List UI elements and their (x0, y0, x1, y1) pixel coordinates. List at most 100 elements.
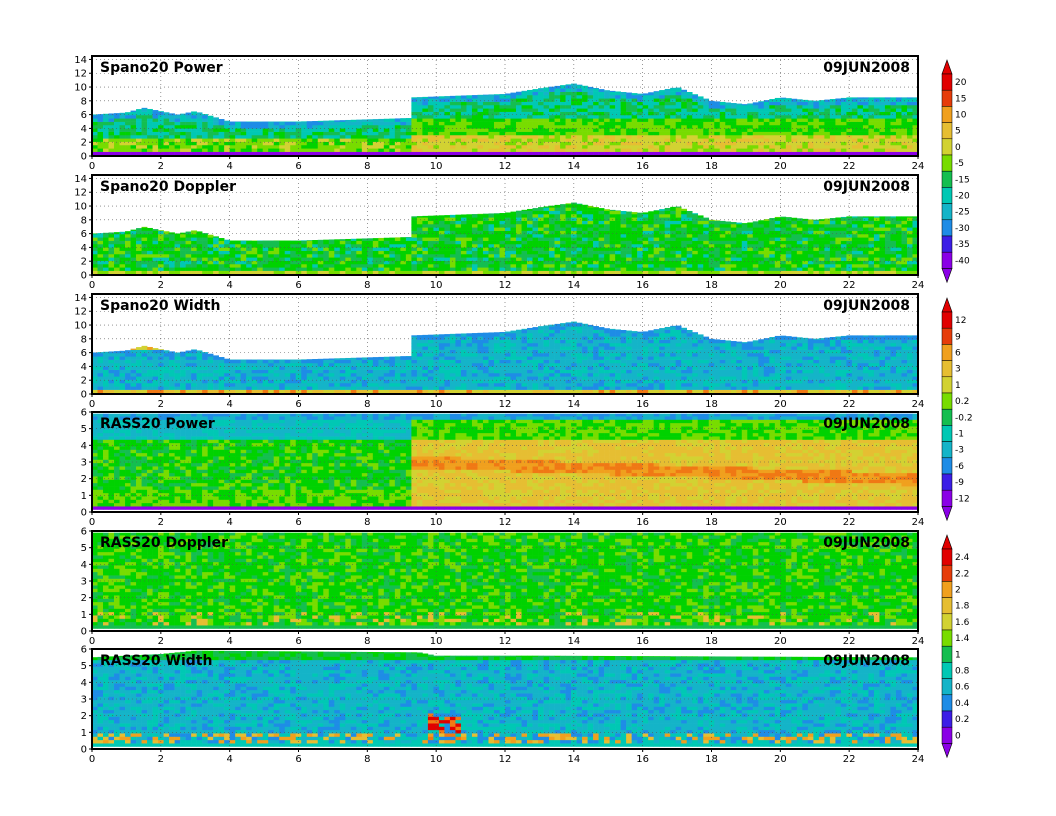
heatmap-cell (703, 148, 710, 152)
heatmap-cell (780, 257, 787, 261)
heatmap-cell (708, 104, 715, 109)
heatmap-cell (350, 270, 357, 275)
heatmap-cell (681, 217, 688, 221)
heatmap-cell (147, 237, 153, 241)
heatmap-cell (692, 141, 699, 146)
heatmap-cell (593, 88, 599, 92)
heatmap-cell (213, 134, 219, 139)
heatmap-cell (114, 144, 120, 149)
heatmap-cell (400, 144, 407, 149)
heatmap-cell (505, 121, 511, 126)
heatmap-cell (306, 141, 313, 146)
x-tick-label: 18 (705, 280, 718, 291)
heatmap-cell (521, 223, 528, 228)
heatmap-cell (659, 267, 665, 271)
heatmap-cell (576, 207, 583, 211)
heatmap-cell (268, 250, 275, 255)
heatmap-cell (549, 247, 555, 251)
heatmap-cell (191, 257, 197, 261)
heatmap-cell (174, 148, 181, 152)
heatmap-cell (686, 220, 693, 225)
heatmap-cell (549, 121, 555, 126)
heatmap-cell (791, 227, 798, 231)
heatmap-cell (818, 131, 825, 136)
heatmap-cell (295, 247, 302, 251)
heatmap-cell (576, 111, 583, 116)
heatmap-cell (692, 124, 699, 129)
heatmap-cell (593, 88, 599, 89)
heatmap-cell (686, 148, 693, 152)
heatmap-cell (218, 253, 225, 258)
heatmap-cell (851, 243, 858, 248)
heatmap-cell (438, 138, 445, 142)
heatmap-cell (714, 108, 721, 112)
heatmap-cell (312, 131, 319, 136)
heatmap-cell (692, 257, 699, 261)
heatmap-cell (807, 230, 814, 235)
heatmap-cell (829, 99, 836, 102)
heatmap-cell (659, 263, 665, 268)
heatmap-cell (378, 138, 385, 142)
heatmap-cell (543, 128, 550, 132)
heatmap-cell (824, 263, 831, 268)
heatmap-cell (846, 111, 853, 116)
heatmap-cell (169, 131, 175, 136)
heatmap-cell (488, 114, 495, 119)
heatmap-cell (785, 223, 792, 228)
heatmap-cell (615, 267, 621, 271)
heatmap-cell (664, 151, 671, 156)
heatmap-cell (108, 382, 115, 387)
heatmap-cell (730, 263, 737, 268)
heatmap-cell (785, 230, 792, 235)
heatmap-cell (383, 267, 390, 271)
heatmap-cell (741, 138, 748, 142)
heatmap-cell (791, 108, 798, 112)
heatmap-cell (235, 267, 241, 271)
heatmap-cell (780, 267, 787, 271)
heatmap-cell (708, 219, 715, 221)
heatmap-cell (758, 243, 765, 248)
heatmap-cell (372, 257, 379, 261)
heatmap-cell (422, 114, 429, 119)
heatmap-cell (571, 104, 577, 109)
heatmap-cell (301, 121, 308, 122)
heatmap-cell (516, 270, 522, 275)
heatmap-cell (312, 134, 319, 139)
heatmap-cell (103, 257, 109, 261)
heatmap-cell (493, 98, 500, 102)
heatmap-cell (499, 138, 506, 142)
heatmap-cell (631, 151, 638, 156)
heatmap-cell (433, 111, 440, 116)
heatmap-cell (114, 237, 120, 241)
heatmap-cell (835, 240, 842, 245)
heatmap-cell (791, 138, 798, 142)
heatmap-cell (868, 124, 875, 129)
heatmap-cell (868, 240, 875, 245)
heatmap-cell (174, 247, 181, 251)
heatmap-cell (609, 121, 616, 126)
heatmap-cell (763, 240, 770, 245)
heatmap-cell (868, 260, 875, 265)
heatmap-cell (466, 243, 473, 248)
heatmap-cell (675, 207, 682, 211)
heatmap-cell (681, 247, 688, 251)
heatmap-cell (405, 237, 412, 241)
heatmap-cell (516, 247, 522, 251)
heatmap-cell (670, 217, 677, 221)
heatmap-cell (510, 227, 517, 231)
heatmap-cell (653, 263, 660, 268)
heatmap-cell (604, 263, 610, 268)
heatmap-cell (829, 138, 836, 142)
heatmap-cell (604, 144, 610, 149)
heatmap-cell (207, 134, 214, 139)
heatmap-cell (664, 108, 671, 112)
heatmap-cell (829, 111, 836, 116)
heatmap-cell (284, 270, 291, 275)
heatmap-cell (840, 250, 847, 255)
heatmap-cell (389, 243, 396, 248)
heatmap-cell (92, 151, 98, 156)
heatmap-cell (906, 243, 913, 248)
heatmap-cell (895, 141, 902, 146)
heatmap-cell (345, 121, 352, 126)
heatmap-cell (895, 144, 902, 149)
